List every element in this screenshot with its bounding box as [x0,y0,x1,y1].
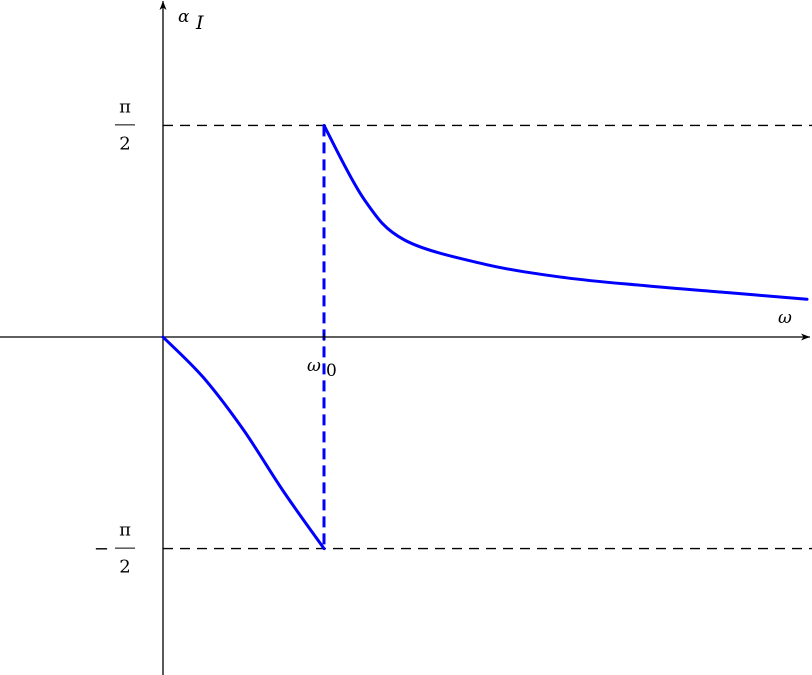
phase-curve-below-resonance [161,335,326,551]
x-tick-label-subscript: 0 [326,361,337,381]
y-axis-label: α [178,7,190,27]
y-tick-numerator-lower: π [119,520,131,541]
y-tick-denominator-upper: 2 [119,133,130,154]
y-tick-sign-lower: − [94,539,109,560]
y-tick-denominator-lower: 2 [119,557,130,578]
y-axis-label-subscript: I [195,12,204,34]
phase-curve-above-resonance [322,123,809,301]
x-tick-label: ω [307,356,321,376]
y-tick-numerator-upper: π [119,96,131,117]
x-axis-label: ω [778,308,792,328]
